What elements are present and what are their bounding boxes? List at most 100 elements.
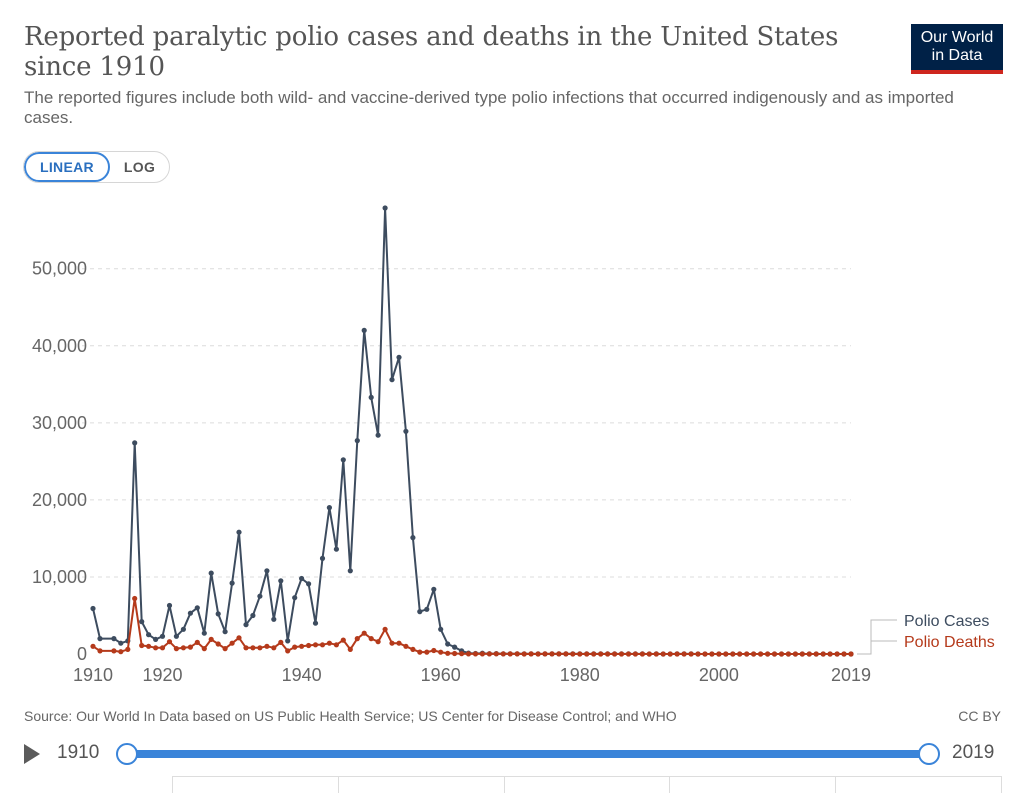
- owid-logo[interactable]: Our World in Data: [911, 24, 1003, 74]
- data-point: [222, 646, 228, 652]
- data-point: [632, 651, 639, 657]
- data-point: [702, 651, 708, 657]
- data-point: [264, 568, 270, 574]
- scale-toggle: LINEAR LOG: [23, 151, 171, 183]
- data-point: [153, 645, 159, 651]
- tab-slot[interactable]: [669, 777, 835, 793]
- data-point: [264, 643, 270, 649]
- tab-slot[interactable]: [835, 777, 1002, 793]
- data-point: [173, 646, 179, 652]
- data-point: [778, 651, 785, 657]
- data-point: [431, 647, 437, 654]
- data-point: [417, 649, 423, 655]
- data-point: [319, 555, 326, 562]
- data-point: [403, 428, 409, 434]
- data-point: [312, 642, 319, 648]
- data-point: [166, 639, 173, 645]
- data-point: [229, 640, 235, 646]
- timeline-start-handle[interactable]: [116, 743, 138, 765]
- tab-slot[interactable]: [337, 777, 504, 793]
- data-point: [187, 644, 193, 650]
- data-point: [250, 612, 256, 619]
- data-point: [827, 651, 833, 657]
- x-tick-label: 1910: [73, 665, 113, 685]
- data-point: [97, 648, 103, 654]
- data-point: [312, 620, 319, 626]
- data-point: [514, 651, 520, 657]
- data-point: [785, 651, 792, 657]
- data-point: [375, 639, 381, 645]
- play-icon[interactable]: [24, 744, 40, 764]
- data-point: [139, 642, 145, 649]
- data-point: [208, 636, 214, 643]
- data-point: [299, 575, 305, 582]
- data-point: [90, 643, 96, 649]
- data-point: [765, 651, 771, 657]
- series-line: [92, 207, 851, 655]
- data-point: [215, 641, 221, 647]
- data-point: [751, 651, 757, 657]
- data-point: [243, 645, 249, 651]
- data-point: [431, 586, 437, 592]
- data-point: [521, 651, 527, 657]
- data-point: [354, 636, 360, 642]
- data-point: [723, 651, 729, 657]
- data-point: [319, 642, 326, 648]
- data-point: [132, 595, 138, 602]
- data-point: [674, 651, 680, 657]
- timeline-end-handle[interactable]: [918, 743, 940, 765]
- tab-slot[interactable]: [503, 777, 670, 793]
- data-point: [660, 651, 666, 657]
- data-point: [625, 651, 632, 657]
- data-point: [250, 645, 256, 651]
- data-point: [556, 651, 562, 657]
- data-point: [132, 440, 138, 446]
- data-point: [180, 645, 186, 651]
- license-link[interactable]: CC BY: [958, 708, 1001, 724]
- data-point: [361, 630, 367, 636]
- data-point: [285, 648, 291, 654]
- data-point: [424, 606, 430, 612]
- timeline-end-label: 2019: [952, 742, 995, 763]
- data-point: [410, 535, 416, 541]
- data-point: [194, 639, 200, 646]
- linear-scale-button[interactable]: LINEAR: [24, 152, 110, 182]
- data-point: [347, 568, 353, 574]
- data-point: [598, 651, 604, 657]
- data-point: [333, 546, 339, 552]
- data-point: [410, 646, 416, 653]
- data-point: [187, 610, 193, 616]
- data-point: [368, 636, 374, 642]
- data-point: [771, 651, 778, 657]
- x-tick-label: 1980: [560, 665, 600, 685]
- y-tick-label: 30,000: [32, 413, 87, 433]
- data-point: [438, 649, 444, 655]
- data-point: [146, 632, 152, 638]
- data-point: [118, 649, 124, 655]
- data-point: [208, 570, 214, 576]
- data-point: [396, 354, 402, 360]
- data-point: [535, 651, 541, 657]
- line-chart: 0 10,000 20,000 30,000 40,000 50,000 1910 1920 1…: [32, 205, 995, 685]
- data-point: [306, 642, 312, 649]
- bottom-tab-bar: [172, 776, 1002, 793]
- tab-slot[interactable]: [172, 777, 338, 793]
- data-point: [549, 651, 555, 657]
- data-point: [848, 651, 854, 657]
- data-point: [528, 651, 534, 657]
- data-point: [201, 646, 207, 652]
- source-note: Source: Our World In Data based on US Pu…: [24, 708, 677, 724]
- data-point: [445, 641, 451, 647]
- data-point: [639, 651, 646, 657]
- data-point: [382, 626, 388, 632]
- data-point: [236, 529, 242, 535]
- data-point: [459, 651, 465, 657]
- data-point: [111, 636, 117, 642]
- timeline-track[interactable]: [126, 750, 930, 758]
- data-point: [438, 626, 444, 632]
- data-point: [841, 651, 847, 657]
- y-tick-label: 50,000: [32, 259, 87, 279]
- log-scale-button[interactable]: LOG: [123, 159, 156, 175]
- data-point: [333, 642, 339, 648]
- data-point: [605, 651, 611, 657]
